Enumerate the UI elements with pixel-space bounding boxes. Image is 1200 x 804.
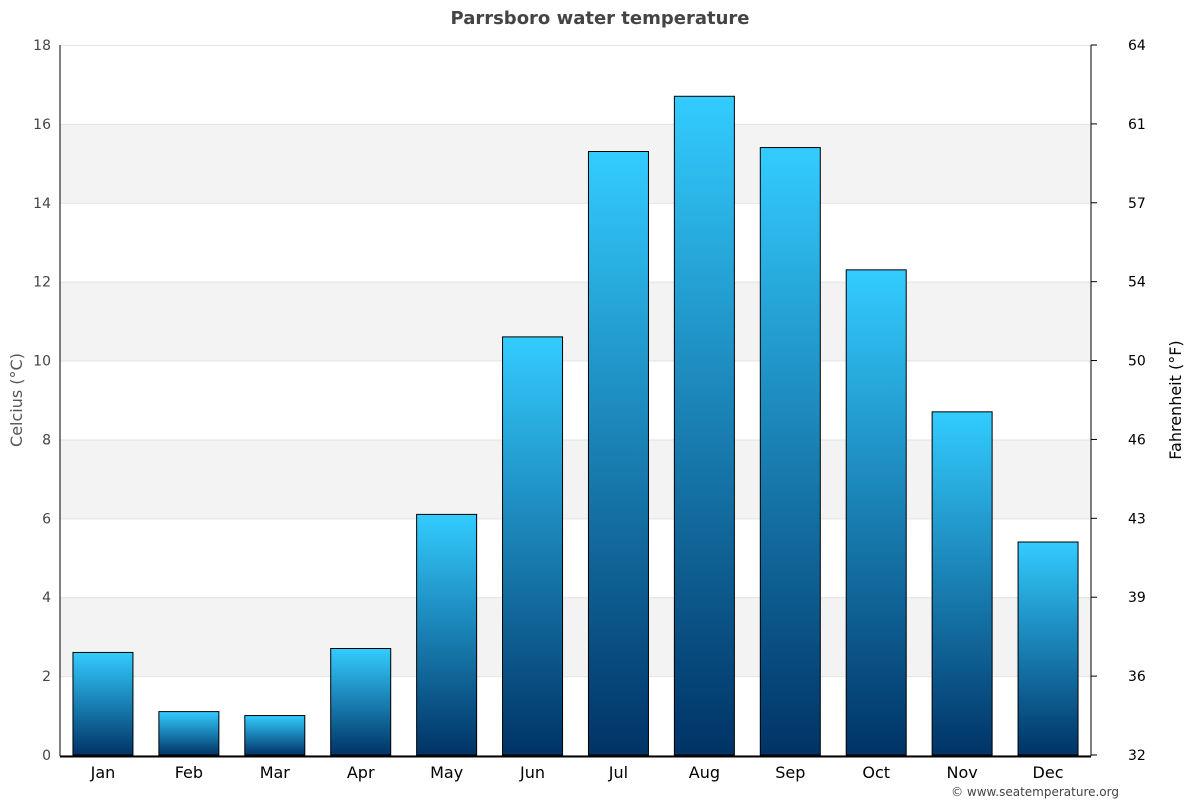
- bar-jan[interactable]: [72, 651, 134, 756]
- y-tick-label-left: 18: [33, 38, 51, 54]
- x-tick-label: Jul: [608, 763, 628, 782]
- y-axis-label-left: Celcius (°C): [7, 353, 26, 447]
- y-tick-label-left: 12: [33, 275, 51, 291]
- grid-band: [60, 123, 1091, 203]
- x-tick-label: Feb: [175, 763, 203, 782]
- bar-aug[interactable]: [673, 95, 735, 756]
- bar-apr[interactable]: [330, 648, 392, 756]
- x-tick-label: Dec: [1033, 763, 1064, 782]
- y-tick-label-right: 61: [1128, 117, 1146, 133]
- y-tick-label-left: 14: [33, 196, 51, 212]
- grid-band: [60, 439, 1091, 519]
- bar-oct[interactable]: [845, 269, 907, 756]
- bar-jun[interactable]: [502, 336, 564, 756]
- bar-jul[interactable]: [587, 151, 649, 756]
- y-tick-label-left: 16: [33, 117, 51, 133]
- y-tick-label-right: 43: [1128, 511, 1146, 527]
- bar-sep[interactable]: [759, 147, 821, 756]
- x-tick-label: Jan: [90, 763, 116, 782]
- x-tick-label: Jun: [519, 763, 545, 782]
- x-tick-label: Mar: [260, 763, 291, 782]
- y-tick-label-right: 46: [1128, 432, 1146, 448]
- y-axis-label-right: Fahrenheit (°F): [1166, 340, 1185, 459]
- bar-dec[interactable]: [1017, 541, 1079, 756]
- y-tick-label-right: 54: [1128, 275, 1146, 291]
- bar-nov[interactable]: [931, 411, 993, 756]
- y-tick-label-left: 8: [42, 432, 51, 448]
- x-tick-label: May: [430, 763, 463, 782]
- y-tick-label-left: 2: [42, 669, 51, 685]
- y-tick-label-left: 0: [42, 748, 51, 764]
- y-tick-label-right: 64: [1128, 38, 1146, 54]
- bar-may[interactable]: [416, 513, 478, 756]
- y-tick-label-right: 36: [1128, 669, 1146, 685]
- x-tick-label: Nov: [947, 763, 978, 782]
- grid-band: [60, 281, 1091, 361]
- bar-feb[interactable]: [158, 711, 220, 756]
- y-tick-label-right: 32: [1128, 748, 1146, 764]
- x-tick-label: Oct: [862, 763, 890, 782]
- x-tick-label: Apr: [347, 763, 375, 782]
- x-tick-label: Sep: [775, 763, 805, 782]
- y-tick-label-left: 6: [42, 511, 51, 527]
- y-tick-label-right: 39: [1128, 590, 1146, 606]
- grid-band: [60, 597, 1091, 677]
- y-tick-label-right: 50: [1128, 354, 1146, 370]
- bar-mar[interactable]: [244, 715, 306, 756]
- x-tick-label: Aug: [689, 763, 720, 782]
- y-tick-label-left: 4: [42, 590, 51, 606]
- chart-title: Parrsboro water temperature: [450, 8, 749, 29]
- y-tick-label-left: 10: [33, 354, 51, 370]
- y-tick-label-right: 57: [1128, 196, 1146, 212]
- credit-footer[interactable]: © www.seatemperature.org: [951, 785, 1119, 799]
